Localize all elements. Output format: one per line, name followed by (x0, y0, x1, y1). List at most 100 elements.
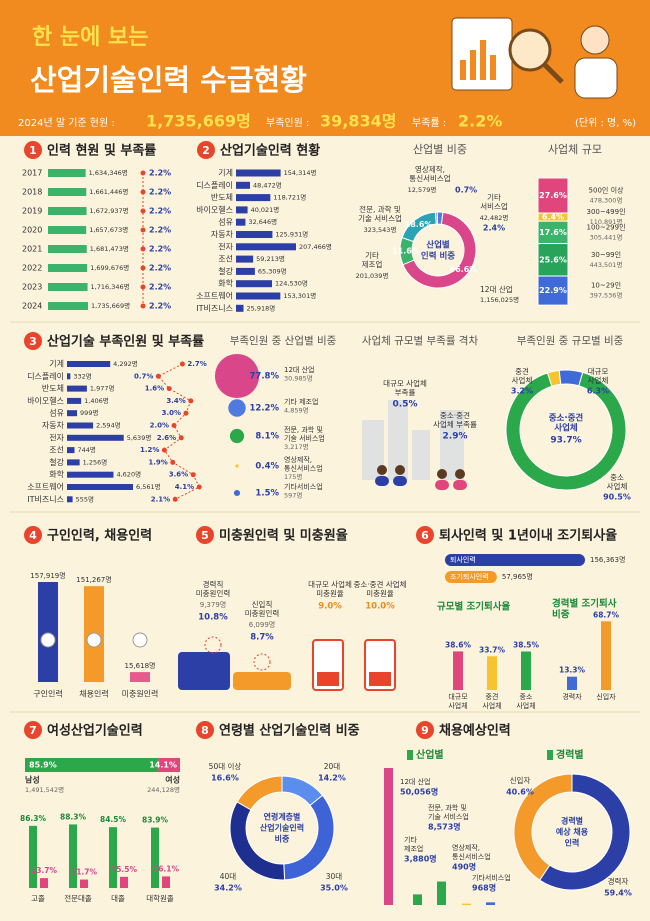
category-label: 사업체 (516, 701, 535, 710)
sub-title: 산업별 비중 (413, 143, 467, 156)
rate-label: 2.2% (149, 226, 171, 235)
summary-label: 부족률 : (412, 117, 446, 129)
pct-label: 3.2% (511, 387, 533, 396)
item-count: 30,985명 (284, 374, 313, 383)
unit: (단위 : 명, %) (575, 116, 636, 129)
value-label: 555명 (76, 494, 94, 503)
bar (445, 571, 497, 583)
item-name: 기타 제조업 (284, 397, 318, 406)
pct-label: 77.8% (250, 372, 280, 382)
industry-label: 소프트웨어 (27, 482, 64, 492)
value-label: 1,256명 (83, 457, 108, 466)
bubble (229, 428, 245, 444)
item-name: 50대 이상 (209, 761, 242, 771)
rate-dot (140, 170, 146, 176)
value-label: 59,213명 (256, 254, 285, 263)
item-label: 미충원인력 (245, 608, 280, 618)
item-name: 사업체 (607, 481, 628, 491)
industry-label: 전자 (218, 241, 233, 251)
value-label: 4,292명 (113, 359, 138, 368)
item-name: 중견 (515, 366, 529, 376)
section-number: 1 (29, 144, 37, 157)
icon-base (233, 672, 291, 690)
rate-label: 2.2% (149, 283, 171, 292)
item-label: 전문, 과학 및 (428, 803, 467, 812)
category-label: 대규모 (448, 693, 468, 701)
donut-center: 산업기술인력 (260, 823, 304, 833)
item-label: 중소·중견 사업체 (353, 579, 406, 589)
stack-segment (537, 243, 569, 277)
rate-label: 2.2% (149, 302, 171, 311)
item-count: 305,441명 (590, 232, 623, 241)
section-badge (416, 721, 434, 739)
section-badge (24, 526, 42, 544)
person-icon (453, 480, 467, 490)
value-label: 1,634,346명 (89, 168, 128, 177)
item-count: 4,859명 (284, 406, 309, 415)
bar (567, 676, 577, 690)
section-number: 3 (29, 335, 37, 348)
item-label: 대규모 사업체 (308, 579, 352, 589)
sub-title: 사업체 규모별 부족률 격차 (362, 334, 479, 347)
person-icon (393, 476, 407, 486)
donut-segment (539, 773, 631, 891)
person-icon (132, 632, 148, 648)
building (440, 410, 464, 480)
bar (236, 255, 254, 263)
donut-center: 예상 채용 (556, 827, 589, 837)
rate-dot (140, 189, 146, 195)
category-label: 중소 (520, 693, 533, 701)
pct-label: 86.3% (20, 814, 47, 823)
industry-label: 조선 (49, 446, 64, 455)
rate-label: 2.2% (149, 207, 171, 216)
bar (236, 280, 273, 288)
rate-label: 2.2% (149, 245, 171, 254)
pct-label: 16.6% (211, 774, 239, 783)
value-label: 1,735,669명 (91, 301, 130, 310)
category-label: 신입자 (596, 692, 616, 701)
section-number: 9 (421, 724, 429, 737)
value-label: 156,363명 (590, 555, 625, 564)
bar (151, 827, 159, 888)
bar (413, 894, 422, 905)
bar (67, 361, 111, 367)
donut-center-rate: 93.7% (550, 436, 581, 446)
bar (236, 292, 281, 300)
bar (236, 231, 273, 238)
value-label: 38.5% (513, 641, 540, 650)
value-label: 48,472명 (253, 180, 282, 189)
bar (521, 651, 531, 690)
pct-label: 83.9% (142, 816, 169, 825)
item-count: 323,543명 (364, 225, 397, 234)
donut-center: 인력 (565, 838, 580, 848)
value-label: 15,618명 (125, 661, 156, 670)
donut-center: 중소·중견 (549, 413, 584, 424)
industry-label: 기계 (218, 168, 233, 178)
value-label: 32,646명 (248, 217, 277, 226)
industry-label: 반도체 (211, 192, 233, 202)
rate-dot (190, 472, 196, 478)
item-name: 서비스업 (480, 202, 508, 211)
pct-label: 1.5% (255, 489, 279, 499)
industry-label: 기계 (49, 359, 64, 369)
item-rate: 9.0% (318, 602, 342, 612)
bubble (233, 489, 241, 497)
value-label: 1,977명 (90, 384, 115, 393)
industry-label: 반도체 (42, 383, 64, 393)
donut-center: 산업별 (426, 240, 450, 251)
pct-label: 27.6% (539, 191, 567, 200)
section-title: 연령별 산업기술인력 비중 (219, 723, 360, 739)
pct-label: 66.6% (450, 265, 478, 274)
section-badge (24, 141, 42, 159)
value-label: 157,919명 (30, 571, 65, 580)
gender-name: 여성 (165, 775, 180, 785)
item-name: 중소 (610, 473, 624, 482)
summary-label: 부족인원 : (266, 117, 309, 129)
year-label: 2020 (22, 226, 42, 235)
bar (80, 879, 88, 888)
bar-label: 퇴사인력 (450, 555, 476, 564)
bar (236, 181, 251, 189)
person-icon (253, 653, 271, 671)
item-name: 10~29인 (591, 281, 621, 290)
summary-label: 2024년 말 기준 현원 : (18, 117, 115, 129)
